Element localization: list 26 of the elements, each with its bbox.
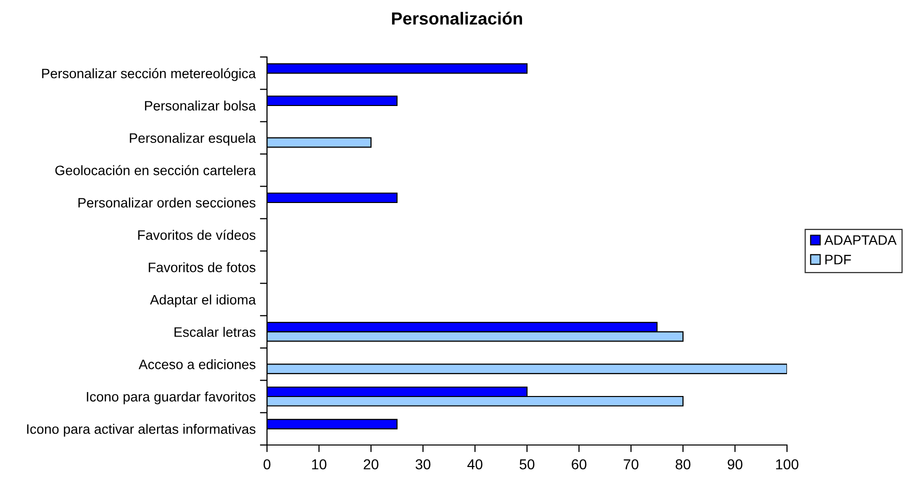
y-tick-label: Adaptar el idioma: [150, 294, 256, 308]
y-tick-label: Favoritos de fotos: [148, 262, 256, 272]
y-tick-label: Geolocación en sección cartelera: [55, 165, 256, 176]
y-tick-label: Icono para guardar favoritos: [86, 392, 256, 404]
x-tick-label: 40: [467, 459, 482, 470]
x-tick-label: 90: [728, 459, 742, 470]
x-tick-label: 70: [624, 459, 638, 470]
y-tick-label: Personalizar esquela: [130, 132, 256, 146]
legend-label: PDF: [825, 254, 851, 264]
x-tick-label: 80: [676, 459, 690, 470]
x-tick-label: 30: [416, 459, 430, 470]
y-tick-label: Personalizar orden secciones: [78, 198, 256, 208]
y-tick-label: Acceso a ediciones: [138, 359, 256, 370]
y-tick-label: Personalizar sección metereológica: [42, 68, 256, 82]
x-tick-label: 100: [776, 459, 798, 470]
y-tick-label: Favoritos de vídeos: [138, 230, 256, 240]
x-tick-label: 60: [572, 459, 586, 470]
x-tick-label: 20: [364, 459, 378, 470]
y-tick-label: Personalizar bolsa: [145, 100, 256, 111]
y-tick-label: Icono para activar alertas informativas: [27, 424, 256, 437]
x-tick-label: 0: [264, 459, 270, 470]
y-tick-label: Escalar letras: [174, 326, 256, 337]
x-tick-label: 50: [520, 459, 534, 470]
chart-title: Personalización: [392, 12, 522, 25]
legend-label: ADAPTADA: [824, 235, 897, 245]
x-tick-label: 10: [312, 459, 326, 470]
